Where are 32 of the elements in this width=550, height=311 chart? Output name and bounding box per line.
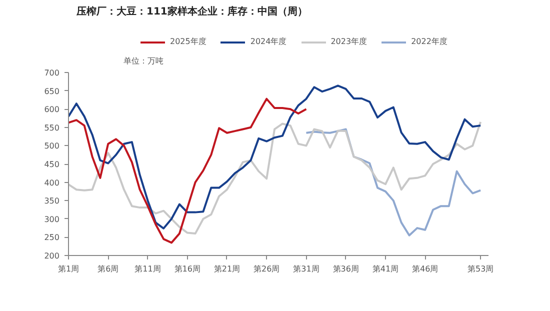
legend-label: 2024年度 [250, 36, 287, 47]
y-tick-label: 550 [44, 123, 60, 132]
y-tick-label: 300 [44, 214, 60, 224]
y-tick-label: 600 [44, 105, 60, 114]
y-tick-label: 400 [44, 178, 60, 188]
y-tick-label: 250 [44, 233, 60, 242]
y-tick-label: 700 [44, 68, 60, 78]
y-axis-title: 单位：万吨 [124, 56, 164, 66]
x-tick-label: 第6周 [98, 264, 119, 274]
x-tick-label: 第11周 [134, 264, 161, 274]
x-tick-label: 第36周 [332, 264, 359, 274]
y-tick-label: 500 [44, 142, 60, 151]
line-series [68, 84, 482, 230]
legend-label: 2023年度 [330, 36, 368, 47]
y-tick-label: 200 [44, 252, 60, 260]
y-tick-label: 650 [44, 86, 60, 96]
y-tick-label: 450 [44, 160, 60, 169]
x-tick-label: 第1周 [58, 264, 80, 274]
legend-label: 2025年度 [170, 36, 206, 47]
x-tick-label: 第16周 [174, 264, 200, 274]
x-tick-label: 第31周 [293, 264, 320, 274]
y-tick-label: 350 [44, 196, 60, 206]
line-series [305, 128, 482, 236]
line-series [68, 98, 308, 244]
x-tick-label: 第41周 [372, 264, 399, 274]
chart-title: 压榨厂：大豆：111家样本企业：库存：中国（周） [76, 6, 308, 18]
x-tick-label: 第26周 [254, 264, 280, 274]
x-tick-label: 第53周 [467, 264, 494, 274]
line-series [68, 120, 482, 235]
legend-label: 2022年度 [411, 36, 448, 47]
x-tick-label: 第46周 [412, 264, 438, 274]
x-tick-label: 第21周 [214, 264, 240, 274]
